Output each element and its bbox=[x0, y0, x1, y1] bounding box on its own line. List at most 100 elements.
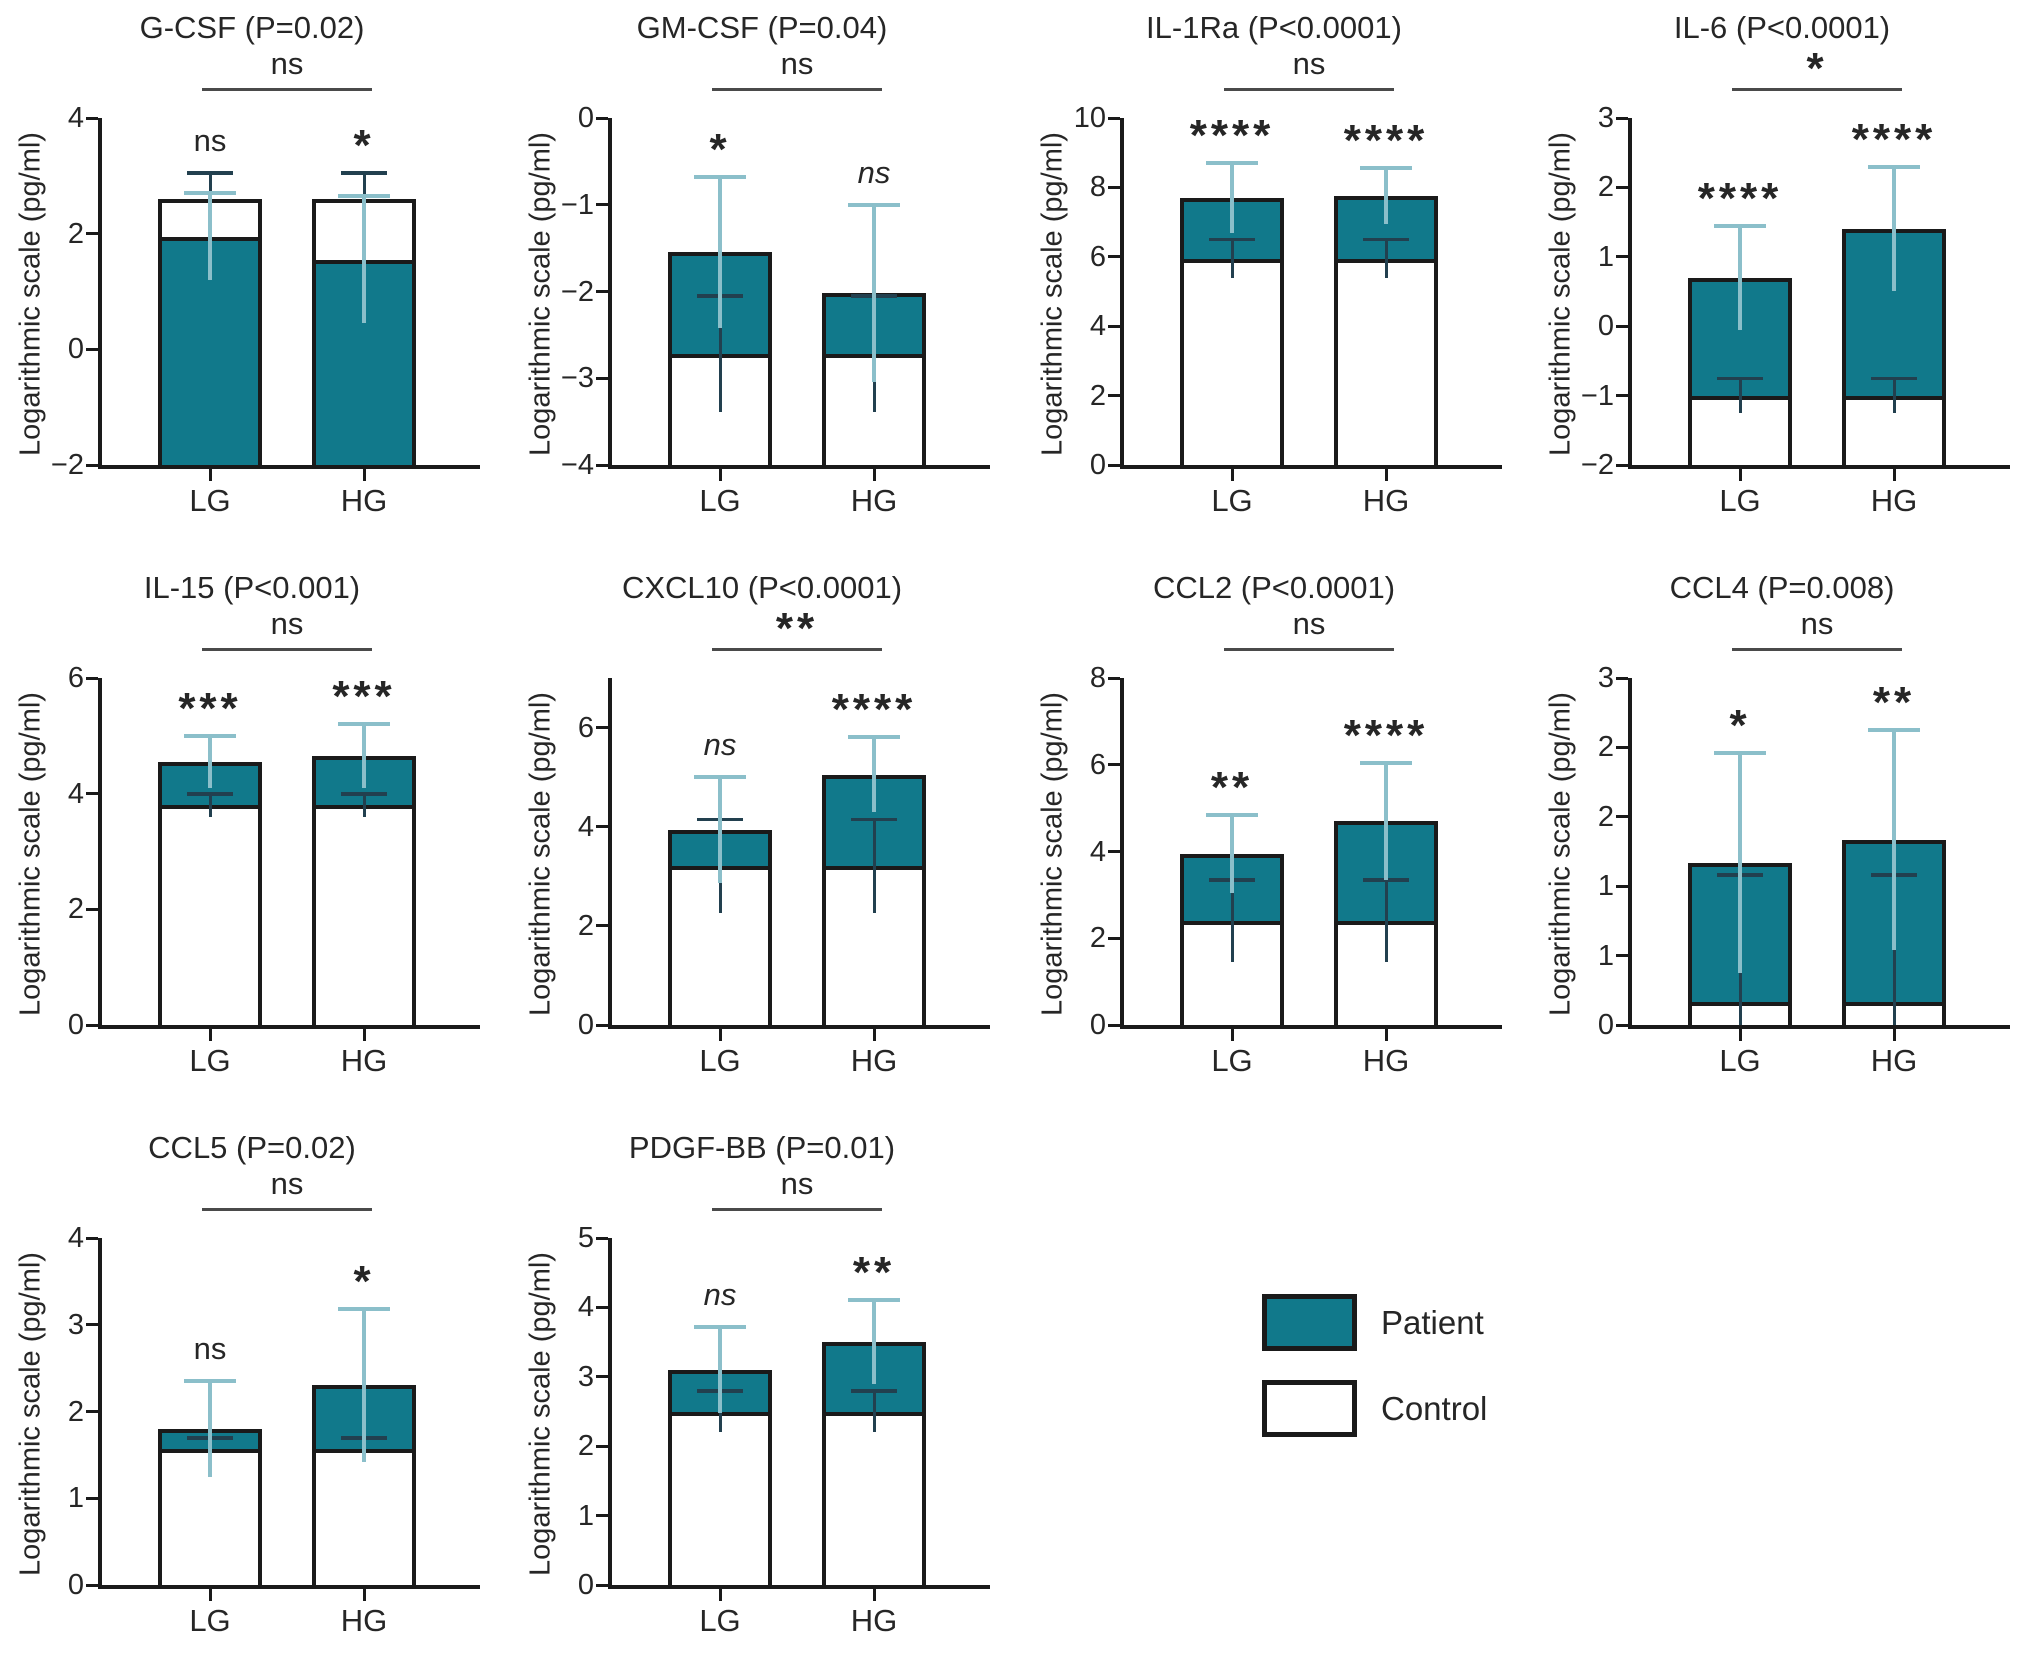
bracket-significance-label: ns bbox=[270, 1166, 304, 1201]
chart-panel-gm-csf: GM-CSF (P=0.04) Logarithmic scale (pg/ml)… bbox=[512, 0, 1012, 557]
y-tick-label: 2 bbox=[67, 893, 84, 926]
x-axis-line bbox=[608, 1585, 990, 1589]
y-tick-mark bbox=[1108, 676, 1120, 680]
category-label-hg: HG bbox=[850, 1043, 898, 1078]
significance-label-hg: ns bbox=[857, 154, 891, 190]
category-label-lg: LG bbox=[189, 1043, 231, 1078]
y-tick-mark bbox=[596, 1375, 608, 1379]
il-6-patient-whisker-cap-hg bbox=[1868, 164, 1920, 169]
y-tick-label: 2 bbox=[577, 1430, 594, 1463]
gm-csf-patient-whisker-lg bbox=[718, 176, 722, 328]
y-tick-label: 4 bbox=[1089, 310, 1106, 343]
chart-panel-ccl2: CCL2 (P<0.0001) Logarithmic scale (pg/ml)… bbox=[1024, 560, 1524, 1117]
g-csf-patient-whisker-lg bbox=[208, 193, 212, 280]
y-tick-mark bbox=[596, 1444, 608, 1448]
y-tick-label: 10 bbox=[1073, 102, 1106, 134]
il-1ra-patient-whisker-hg bbox=[1384, 168, 1388, 224]
y-tick-mark bbox=[596, 825, 608, 829]
chart-panel-il-15: IL-15 (P<0.001) Logarithmic scale (pg/ml)… bbox=[2, 560, 502, 1117]
chart-title: GM-CSF (P=0.04) bbox=[636, 10, 888, 45]
y-tick-label: 3 bbox=[1597, 662, 1614, 694]
x-tick-mark-hg bbox=[1384, 469, 1388, 481]
y-tick-mark bbox=[1108, 116, 1120, 120]
comparison-bracket-line bbox=[712, 88, 882, 91]
legend-item-patient: Patient bbox=[1262, 1294, 1487, 1351]
y-axis-line bbox=[1120, 678, 1124, 1029]
bracket-significance-label: ** bbox=[775, 604, 819, 653]
x-tick-mark-hg bbox=[362, 1029, 366, 1041]
y-tick-mark bbox=[86, 116, 98, 120]
chart-title: IL-6 (P<0.0001) bbox=[1673, 10, 1891, 45]
ccl5-patient-whisker-cap-lg bbox=[184, 1379, 236, 1384]
pdgf-bb-control-bar-hg bbox=[822, 1411, 926, 1589]
bracket-significance-label: ns bbox=[270, 46, 304, 81]
ccl2-control-whisker-hg bbox=[1384, 879, 1388, 963]
y-tick-label: 6 bbox=[67, 662, 84, 694]
y-tick-label: 8 bbox=[1089, 662, 1106, 694]
x-axis-line bbox=[98, 1585, 480, 1589]
ccl4-patient-whisker-cap-hg bbox=[1868, 728, 1920, 733]
y-axis-line bbox=[608, 678, 612, 1029]
y-tick-mark bbox=[596, 376, 608, 380]
y-tick-mark bbox=[1616, 954, 1628, 958]
y-tick-label: 0 bbox=[67, 1569, 84, 1601]
ccl5-control-bar-hg bbox=[312, 1448, 416, 1589]
y-tick-mark bbox=[596, 924, 608, 928]
patient-swatch bbox=[1262, 1294, 1357, 1351]
il-1ra-control-whisker-hg bbox=[1384, 239, 1388, 278]
y-tick-mark bbox=[1108, 1023, 1120, 1027]
il-15-control-whisker-cap-lg bbox=[187, 792, 233, 796]
chart-title: IL-1Ra (P<0.0001) bbox=[1146, 10, 1402, 45]
il-15-patient-whisker-cap-lg bbox=[184, 733, 236, 738]
il-6-patient-whisker-lg bbox=[1738, 225, 1742, 330]
il-15-patient-whisker-hg bbox=[362, 724, 366, 788]
y-tick-mark bbox=[596, 1305, 608, 1309]
x-tick-mark-lg bbox=[208, 1589, 212, 1601]
bracket-significance-label: ns bbox=[780, 46, 814, 81]
category-label-lg: LG bbox=[189, 1603, 231, 1638]
category-label-hg: HG bbox=[1870, 483, 1918, 518]
il-1ra-patient-whisker-lg bbox=[1230, 163, 1234, 233]
x-tick-mark-lg bbox=[718, 469, 722, 481]
y-tick-label: −4 bbox=[560, 449, 594, 481]
chart-title: G-CSF (P=0.02) bbox=[139, 10, 365, 45]
y-tick-mark bbox=[1108, 394, 1120, 398]
y-tick-label: 0 bbox=[577, 1569, 594, 1601]
il-1ra-patient-whisker-cap-hg bbox=[1360, 166, 1412, 171]
y-tick-mark bbox=[1108, 936, 1120, 940]
comparison-bracket-line bbox=[202, 648, 372, 651]
legend-label-control: Control bbox=[1381, 1389, 1488, 1427]
x-tick-mark-lg bbox=[1738, 1029, 1742, 1041]
y-tick-label: 1 bbox=[577, 1499, 594, 1532]
pdgf-bb-patient-whisker-hg bbox=[872, 1300, 876, 1384]
x-tick-mark-hg bbox=[872, 1589, 876, 1601]
g-csf-patient-whisker-cap-lg bbox=[184, 191, 236, 196]
g-csf-patient-whisker-cap-hg bbox=[338, 194, 390, 199]
il-1ra-control-whisker-cap-lg bbox=[1209, 237, 1255, 242]
x-axis-line bbox=[98, 1025, 480, 1029]
il-1ra-control-whisker-cap-hg bbox=[1363, 237, 1409, 242]
y-tick-label: 4 bbox=[67, 1222, 84, 1254]
x-axis-line bbox=[1120, 465, 1502, 469]
significance-label-hg: **** bbox=[1343, 710, 1429, 760]
y-tick-label: −2 bbox=[50, 449, 84, 481]
significance-label-lg: ns bbox=[193, 1331, 227, 1367]
gm-csf-patient-whisker-hg bbox=[872, 204, 876, 382]
y-tick-mark bbox=[596, 726, 608, 730]
y-tick-mark bbox=[596, 290, 608, 293]
ccl2-patient-whisker-cap-hg bbox=[1360, 760, 1412, 765]
ccl2-control-whisker-cap-hg bbox=[1363, 878, 1409, 882]
y-tick-label: −1 bbox=[560, 188, 594, 221]
y-tick-label: 4 bbox=[577, 1291, 594, 1324]
category-label-lg: LG bbox=[1719, 483, 1761, 518]
comparison-bracket-line bbox=[1224, 648, 1394, 651]
category-label-hg: HG bbox=[1870, 1043, 1918, 1078]
chart-panel-pdgf-bb: PDGF-BB (P=0.01) Logarithmic scale (pg/ml… bbox=[512, 1120, 1012, 1677]
gm-csf-patient-whisker-cap-lg bbox=[694, 174, 746, 179]
y-tick-label: 2 bbox=[1089, 922, 1106, 955]
y-tick-mark bbox=[1108, 185, 1120, 189]
category-label-lg: LG bbox=[699, 483, 741, 518]
g-csf-control-whisker-cap-hg bbox=[341, 171, 387, 175]
y-tick-label: 0 bbox=[1089, 449, 1106, 481]
